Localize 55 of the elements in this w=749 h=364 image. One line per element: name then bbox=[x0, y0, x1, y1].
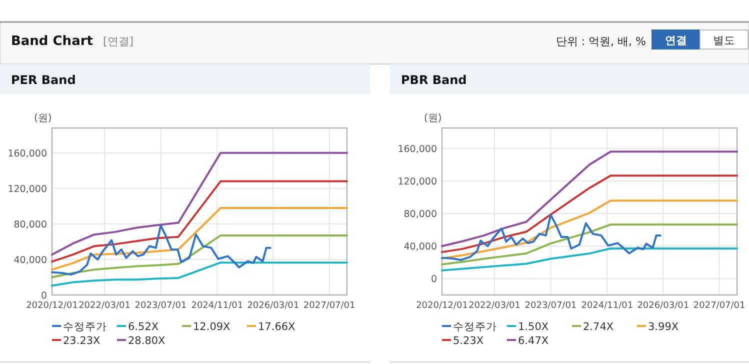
line-series bbox=[51, 224, 272, 276]
legend-label: 23.23X bbox=[63, 335, 100, 347]
line-series bbox=[51, 262, 348, 287]
x-tick-label: 2020/12/01 bbox=[416, 301, 468, 311]
y-tick-label: 120,000 bbox=[398, 176, 437, 188]
legend-label: 6.47X bbox=[518, 335, 549, 347]
x-tick-label: 2026/03/01 bbox=[637, 301, 690, 311]
text: 연결 bbox=[665, 34, 687, 47]
text: [연결] bbox=[102, 35, 134, 48]
y-tick-label: 160,000 bbox=[8, 148, 47, 160]
y-axis-title: (원) bbox=[34, 113, 52, 124]
y-tick-label: 0 bbox=[430, 274, 437, 286]
legend-label: 6.52X bbox=[128, 321, 159, 333]
x-tick-label: 2024/11/01 bbox=[581, 301, 634, 311]
x-tick-label: 2027/07/01 bbox=[693, 301, 746, 311]
x-tick-label: 2023/07/01 bbox=[134, 301, 187, 311]
legend-label: 28.80X bbox=[128, 335, 166, 347]
x-tick-label: 2027/07/01 bbox=[303, 301, 356, 311]
y-tick-label: 0 bbox=[40, 290, 47, 302]
legend-label: 17.66X bbox=[258, 321, 296, 333]
legend-label: 수정주가 bbox=[63, 321, 107, 333]
y-tick-label: 40,000 bbox=[14, 254, 47, 266]
x-tick-label: 2024/11/01 bbox=[191, 301, 244, 311]
y-tick-label: 80,000 bbox=[404, 209, 437, 220]
chart-title: PER Band bbox=[11, 73, 76, 87]
y-tick-label: 120,000 bbox=[8, 184, 47, 195]
text: Band Chart bbox=[11, 34, 93, 49]
legend-label: 수정주가 bbox=[453, 321, 497, 333]
y-axis-title: (원) bbox=[424, 113, 442, 124]
line-series bbox=[51, 206, 348, 271]
legend-label: 2.74X bbox=[583, 321, 614, 333]
line-series bbox=[51, 180, 348, 263]
line-series bbox=[51, 234, 348, 278]
y-tick-label: 40,000 bbox=[404, 242, 437, 253]
text: 별도 bbox=[713, 34, 735, 47]
line-series bbox=[441, 224, 738, 266]
legend-label: 3.99X bbox=[648, 321, 679, 333]
line-series bbox=[441, 174, 738, 254]
x-tick-label: 2022/03/01 bbox=[78, 301, 130, 311]
y-tick-label: 160,000 bbox=[398, 144, 437, 155]
x-tick-label: 2023/07/01 bbox=[524, 301, 577, 311]
line-series bbox=[441, 150, 738, 248]
line-series bbox=[441, 214, 662, 261]
line-series bbox=[441, 200, 738, 260]
legend-label: 12.09X bbox=[193, 321, 230, 333]
x-tick-label: 2020/12/01 bbox=[26, 301, 78, 311]
line-series bbox=[51, 152, 348, 256]
legend-label: 5.23X bbox=[453, 335, 484, 347]
text: 단위 : 억원, 배, % bbox=[556, 35, 646, 48]
x-tick-label: 2022/03/01 bbox=[468, 301, 520, 311]
x-tick-label: 2026/03/01 bbox=[247, 301, 300, 311]
line-series bbox=[441, 247, 738, 272]
y-tick-label: 80,000 bbox=[14, 219, 47, 230]
chart-title: PBR Band bbox=[401, 73, 467, 87]
legend-label: 1.50X bbox=[518, 321, 549, 333]
